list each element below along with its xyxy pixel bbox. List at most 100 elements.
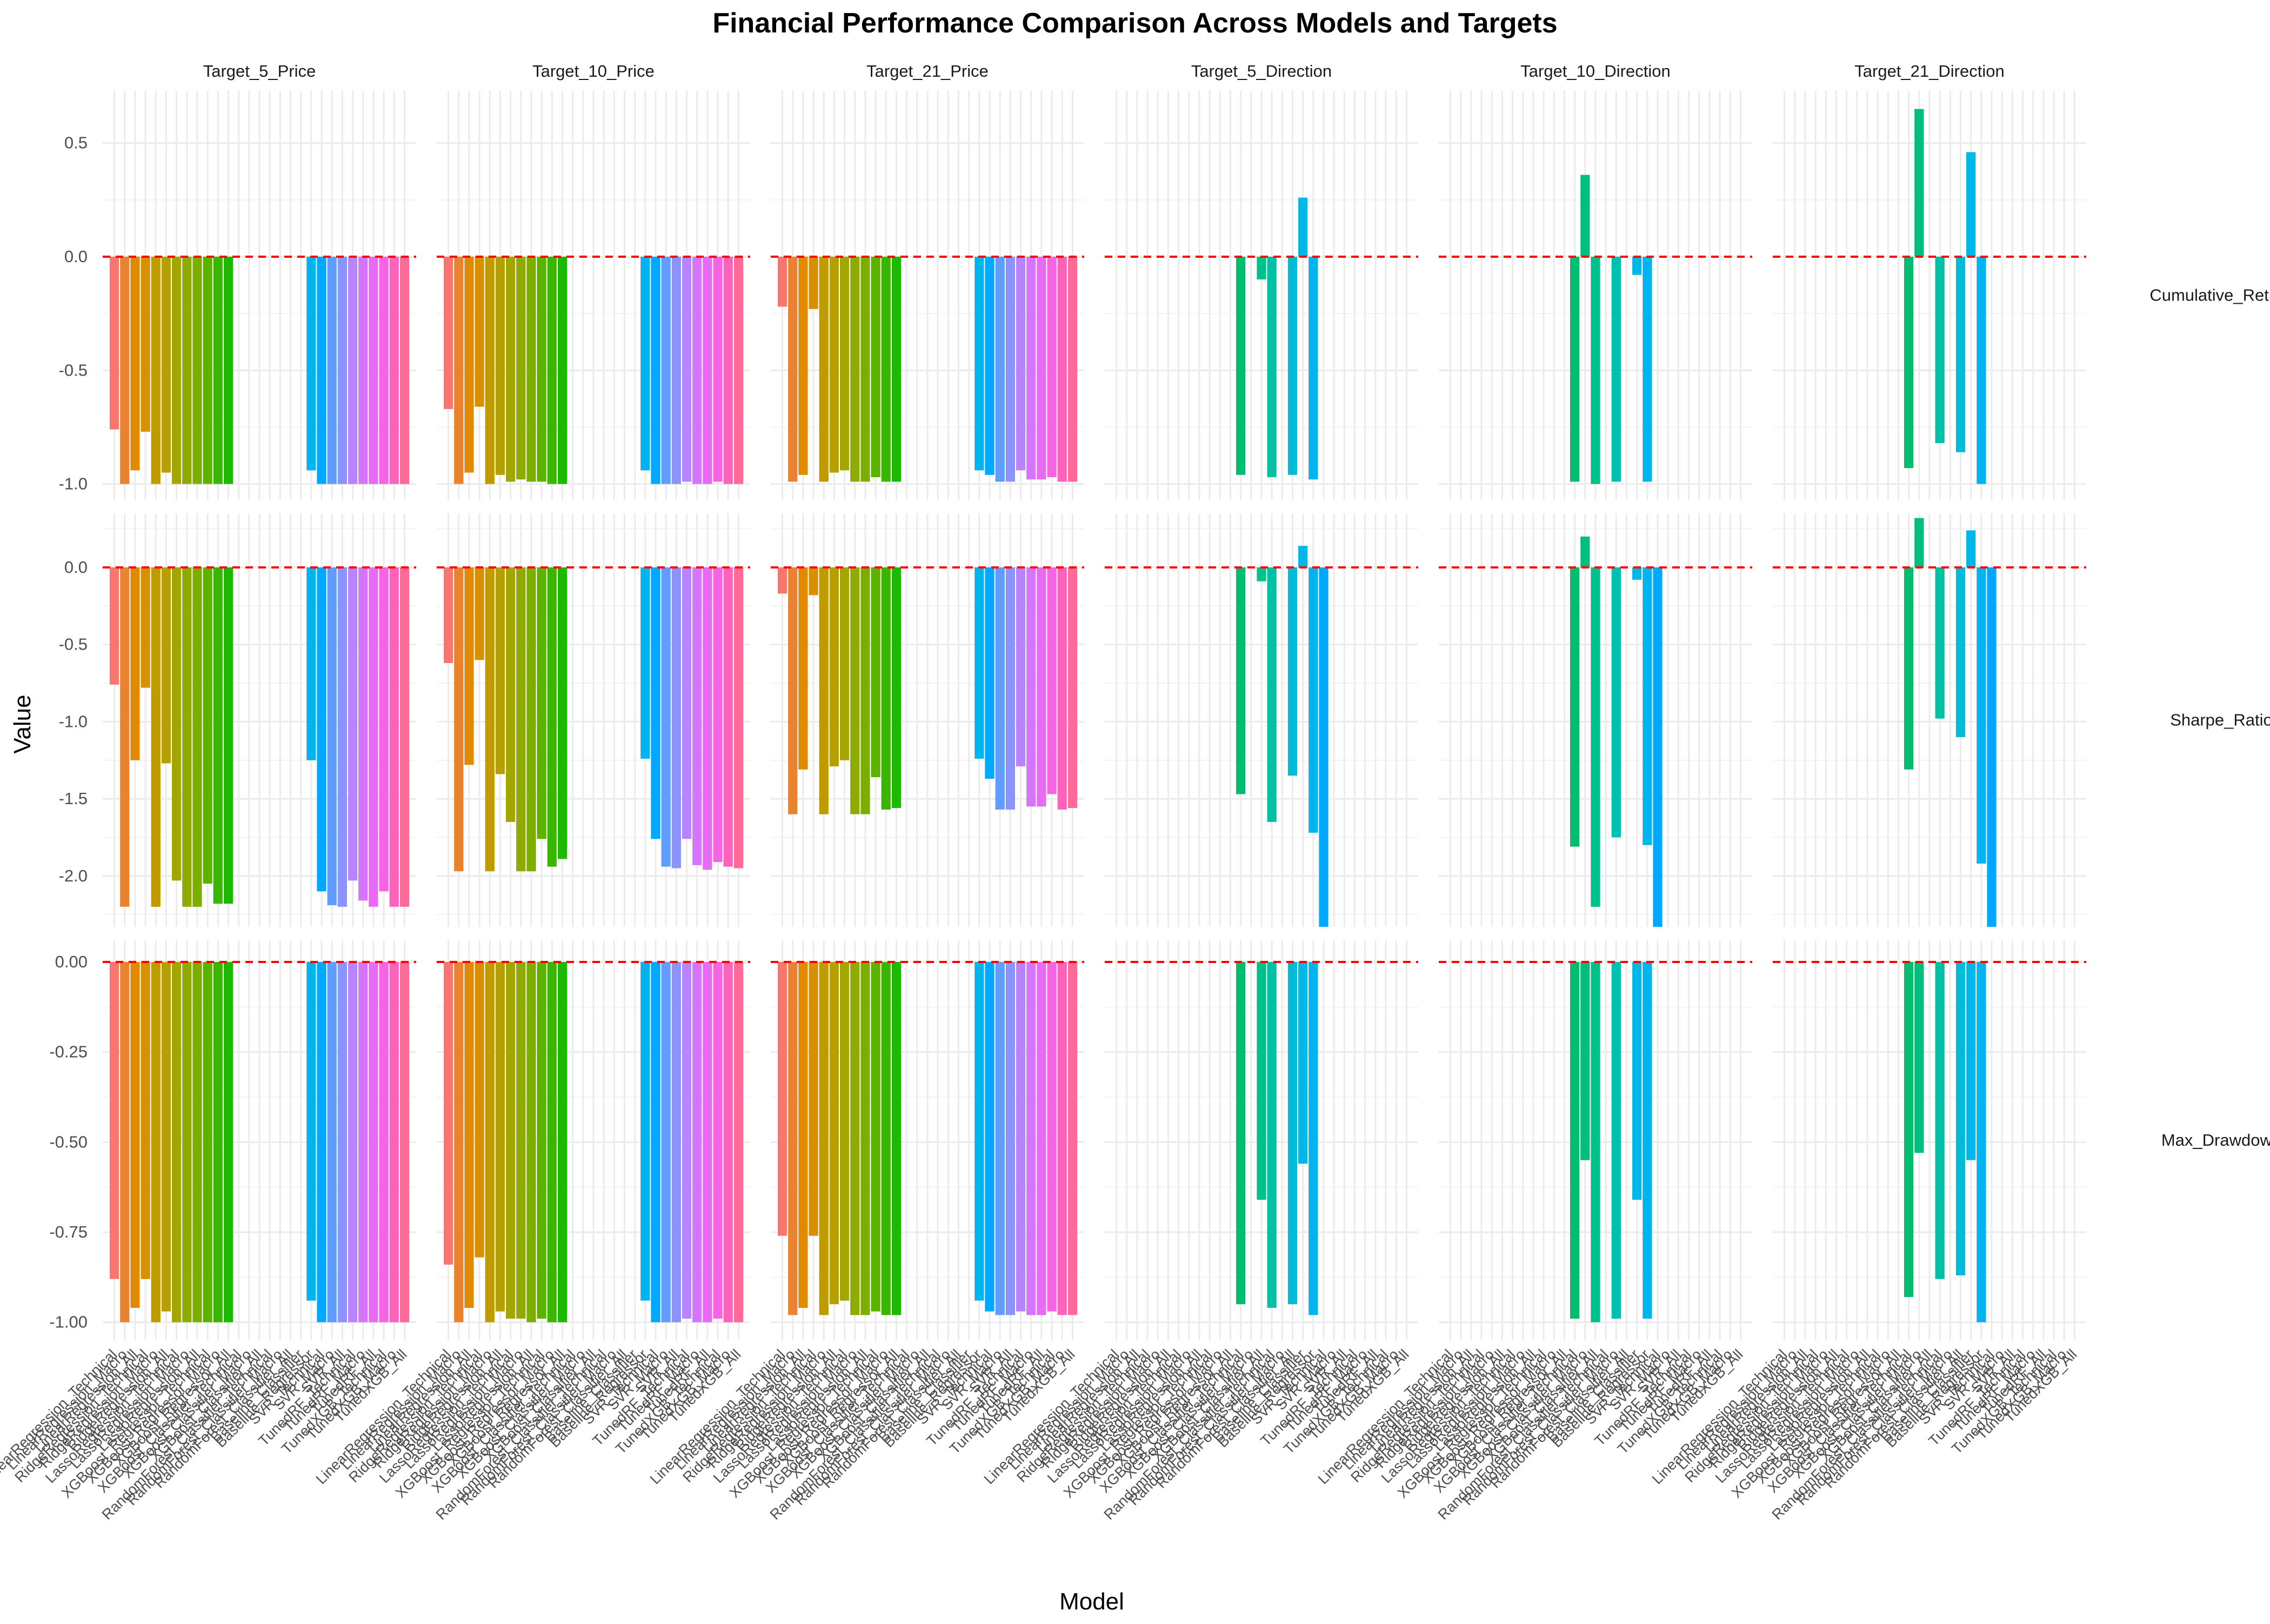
bar xyxy=(109,567,119,685)
bar xyxy=(839,257,850,471)
bar xyxy=(485,962,495,1322)
bar xyxy=(1298,545,1308,567)
facet-panel xyxy=(437,513,750,927)
facet-panel xyxy=(1773,513,2086,927)
bar xyxy=(317,962,326,1322)
bar xyxy=(454,962,464,1322)
bar xyxy=(1611,567,1621,838)
bar xyxy=(161,962,171,1312)
bar xyxy=(317,567,326,892)
bar xyxy=(203,257,212,484)
bar xyxy=(192,962,202,1322)
bar xyxy=(788,962,798,1315)
bar xyxy=(120,257,130,484)
row-strip-label: Max_Drawdown xyxy=(2161,1131,2270,1150)
bar xyxy=(130,962,140,1308)
bar xyxy=(1016,962,1026,1312)
bar xyxy=(809,257,818,309)
facet-panel xyxy=(437,940,750,1340)
bar xyxy=(454,257,464,484)
bar xyxy=(223,257,233,484)
bar xyxy=(1005,567,1016,810)
facet-panel xyxy=(771,513,1084,927)
bar xyxy=(1267,257,1277,477)
bar xyxy=(671,257,682,484)
bar xyxy=(475,962,484,1258)
bar xyxy=(495,962,505,1312)
bar xyxy=(1570,257,1580,482)
bar xyxy=(1267,567,1277,822)
bar xyxy=(379,257,389,484)
y-tick-label: 0.00 xyxy=(55,952,88,971)
bar xyxy=(120,962,130,1322)
bar xyxy=(1955,257,1966,452)
bar xyxy=(651,962,660,1322)
bar xyxy=(1236,962,1246,1305)
bar xyxy=(809,567,818,596)
bar xyxy=(327,257,337,484)
y-tick-label: -0.75 xyxy=(49,1222,88,1241)
bar xyxy=(317,257,326,484)
bar xyxy=(516,962,526,1319)
bar xyxy=(223,567,233,904)
bar xyxy=(1047,962,1057,1312)
bar xyxy=(379,962,389,1322)
bar xyxy=(1026,567,1036,807)
bar xyxy=(443,567,453,663)
bar xyxy=(1267,962,1277,1308)
bar xyxy=(369,962,378,1322)
bar xyxy=(1047,567,1057,794)
bar xyxy=(985,962,994,1312)
bar xyxy=(1643,257,1652,482)
bar xyxy=(871,567,880,778)
bar xyxy=(516,567,526,872)
bar xyxy=(682,567,692,839)
bar xyxy=(974,567,984,759)
bar xyxy=(1904,257,1914,469)
bar xyxy=(495,567,505,774)
bar xyxy=(1935,567,1945,719)
bar xyxy=(1236,257,1246,475)
bar xyxy=(485,257,495,484)
bar xyxy=(733,962,744,1322)
bar xyxy=(130,567,140,760)
bar xyxy=(547,567,557,867)
y-axis-title: Value xyxy=(9,694,36,753)
bar xyxy=(891,257,902,482)
bar xyxy=(1016,567,1026,767)
bar xyxy=(819,567,829,814)
bar xyxy=(671,962,682,1322)
bar xyxy=(703,567,712,870)
bar xyxy=(713,962,723,1319)
bar xyxy=(1914,962,1924,1153)
bar xyxy=(1570,962,1580,1319)
bar xyxy=(485,567,495,872)
bar xyxy=(109,257,119,430)
bar xyxy=(1298,197,1308,257)
bar xyxy=(985,257,994,475)
bar xyxy=(547,257,557,484)
bar xyxy=(860,257,870,482)
bar xyxy=(348,567,358,881)
bar xyxy=(1298,962,1308,1164)
bar xyxy=(891,567,902,808)
bar xyxy=(1632,567,1642,580)
bar xyxy=(713,257,723,482)
bar xyxy=(819,257,829,482)
bar xyxy=(723,567,733,867)
bar xyxy=(464,257,474,473)
bar xyxy=(1935,257,1945,443)
bar xyxy=(703,257,712,484)
column-strip-label: Target_21_Price xyxy=(866,62,989,81)
bar xyxy=(651,257,660,484)
bar xyxy=(203,962,212,1322)
bar xyxy=(829,962,839,1305)
bar xyxy=(1308,567,1318,833)
bar xyxy=(1643,962,1652,1319)
bar xyxy=(1643,567,1652,845)
bar xyxy=(1005,962,1016,1315)
facet-panel xyxy=(771,91,1084,500)
bar xyxy=(182,567,192,907)
bar xyxy=(1016,257,1026,471)
bar xyxy=(1914,518,1924,567)
